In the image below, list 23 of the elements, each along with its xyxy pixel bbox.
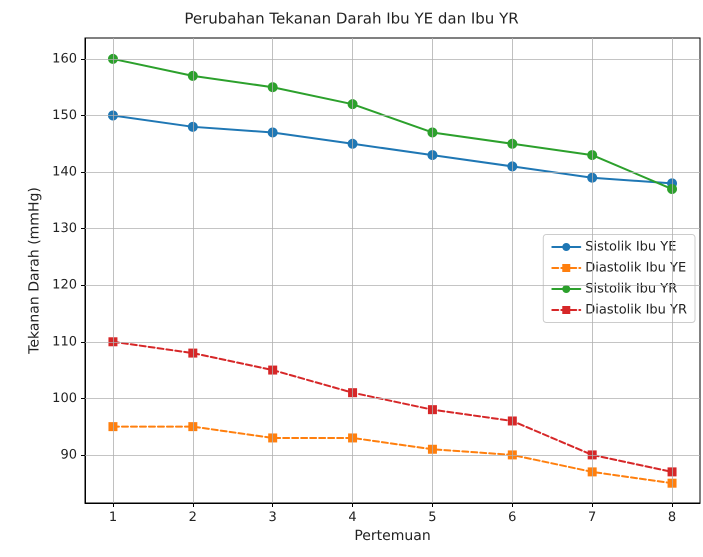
x-tick-label: 8	[668, 510, 676, 525]
x-axis-title: Pertemuan	[354, 528, 431, 544]
y-tick-label: 90	[60, 447, 77, 462]
legend-label: Diastolik Ibu YE	[585, 260, 686, 276]
legend-label: Sistolik Ibu YR	[585, 282, 678, 296]
legend-label: Diastolik Ibu YR	[585, 302, 688, 318]
y-tick-label: 150	[52, 108, 77, 123]
y-tick-label: 110	[52, 334, 77, 350]
chart-title: Perubahan Tekanan Darah Ibu YE dan Ibu YR	[184, 10, 519, 28]
x-tick-label: 3	[268, 510, 277, 525]
y-tick-label: 160	[52, 51, 77, 66]
x-tick-label: 2	[188, 510, 197, 525]
y-tick-label: 130	[52, 221, 77, 236]
legend-label: Sistolik Ibu YE	[585, 240, 676, 254]
x-tick-label: 7	[588, 510, 596, 525]
y-tick-label: 120	[52, 278, 77, 293]
x-tick-label: 6	[508, 510, 516, 525]
y-tick-label: 140	[52, 164, 77, 180]
y-axis-title: Tekanan Darah (mmHg)	[26, 187, 42, 355]
x-tick-label: 1	[108, 510, 118, 525]
x-tick-label: 4	[348, 510, 357, 525]
x-tick-label: 5	[428, 510, 437, 525]
y-tick-label: 100	[52, 390, 77, 406]
